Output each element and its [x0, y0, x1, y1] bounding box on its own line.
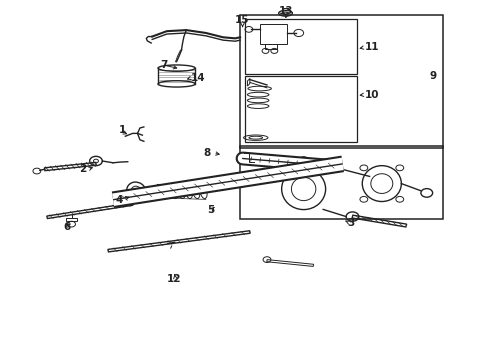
Text: 11: 11 [365, 42, 379, 52]
Bar [265, 44, 277, 49]
Text: 13: 13 [279, 6, 294, 17]
Bar [66, 218, 77, 221]
Bar [260, 24, 287, 44]
Text: 9: 9 [430, 71, 437, 81]
Bar [240, 15, 443, 148]
Text: 15: 15 [235, 15, 250, 26]
Text: 12: 12 [167, 274, 181, 284]
Text: 4: 4 [116, 195, 123, 205]
Text: 2: 2 [79, 164, 86, 174]
Text: 1: 1 [119, 125, 126, 135]
Text: 14: 14 [191, 73, 206, 83]
Text: 5: 5 [207, 206, 215, 216]
Bar [245, 76, 357, 142]
Text: 10: 10 [365, 90, 379, 100]
Bar [245, 19, 357, 74]
Text: 7: 7 [161, 60, 168, 70]
Text: 8: 8 [203, 148, 211, 158]
Text: 6: 6 [63, 222, 70, 231]
Bar [240, 146, 443, 220]
Text: 3: 3 [347, 218, 355, 228]
